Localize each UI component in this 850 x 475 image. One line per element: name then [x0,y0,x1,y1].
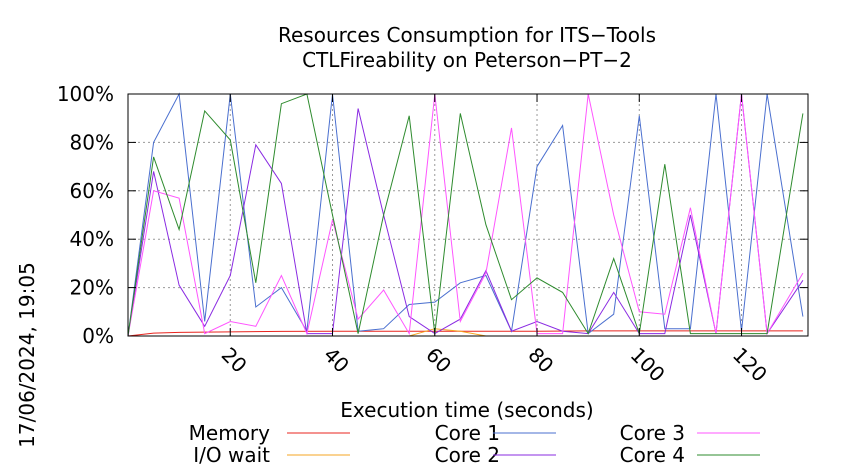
x-tick-label: 100 [626,343,670,387]
legend-label-i-o-wait: I/O wait [193,443,270,467]
y-tick-label: 100% [57,82,114,106]
x-tick-label: 20 [217,343,252,378]
series-line-core-3 [127,93,804,337]
data-series [127,92,804,337]
y-tick-label: 60% [70,179,114,203]
y-tick-label: 40% [70,227,114,251]
chart-title-line1: Resources Consumption for ITS−Tools [278,23,656,47]
x-tick-label: 80 [523,343,558,378]
chart-title-line2: CTLFireability on Peterson−PT−2 [302,48,632,72]
series-line-core-1 [127,92,804,337]
legend-label-core-1: Core 1 [435,421,500,445]
series-line-core-2 [127,93,804,337]
legend-label-core-3: Core 3 [620,421,685,445]
legend-label-core-2: Core 2 [435,443,500,467]
y-tick-label: 20% [70,276,114,300]
legend-label-memory: Memory [189,421,271,445]
legend-label-core-4: Core 4 [620,443,685,467]
plot-frame [127,93,809,337]
y-tick-label: 80% [70,130,114,154]
x-tick-label: 60 [421,343,456,378]
grid-lines [128,94,808,336]
y-tick-label: 0% [82,324,114,348]
timestamp-label: 17/06/2024, 19:05 [15,262,39,448]
x-axis-label: Execution time (seconds) [340,398,593,422]
x-tick-label: 40 [319,343,354,378]
series-line-core-4 [127,93,804,337]
x-tick-label: 120 [728,343,772,387]
